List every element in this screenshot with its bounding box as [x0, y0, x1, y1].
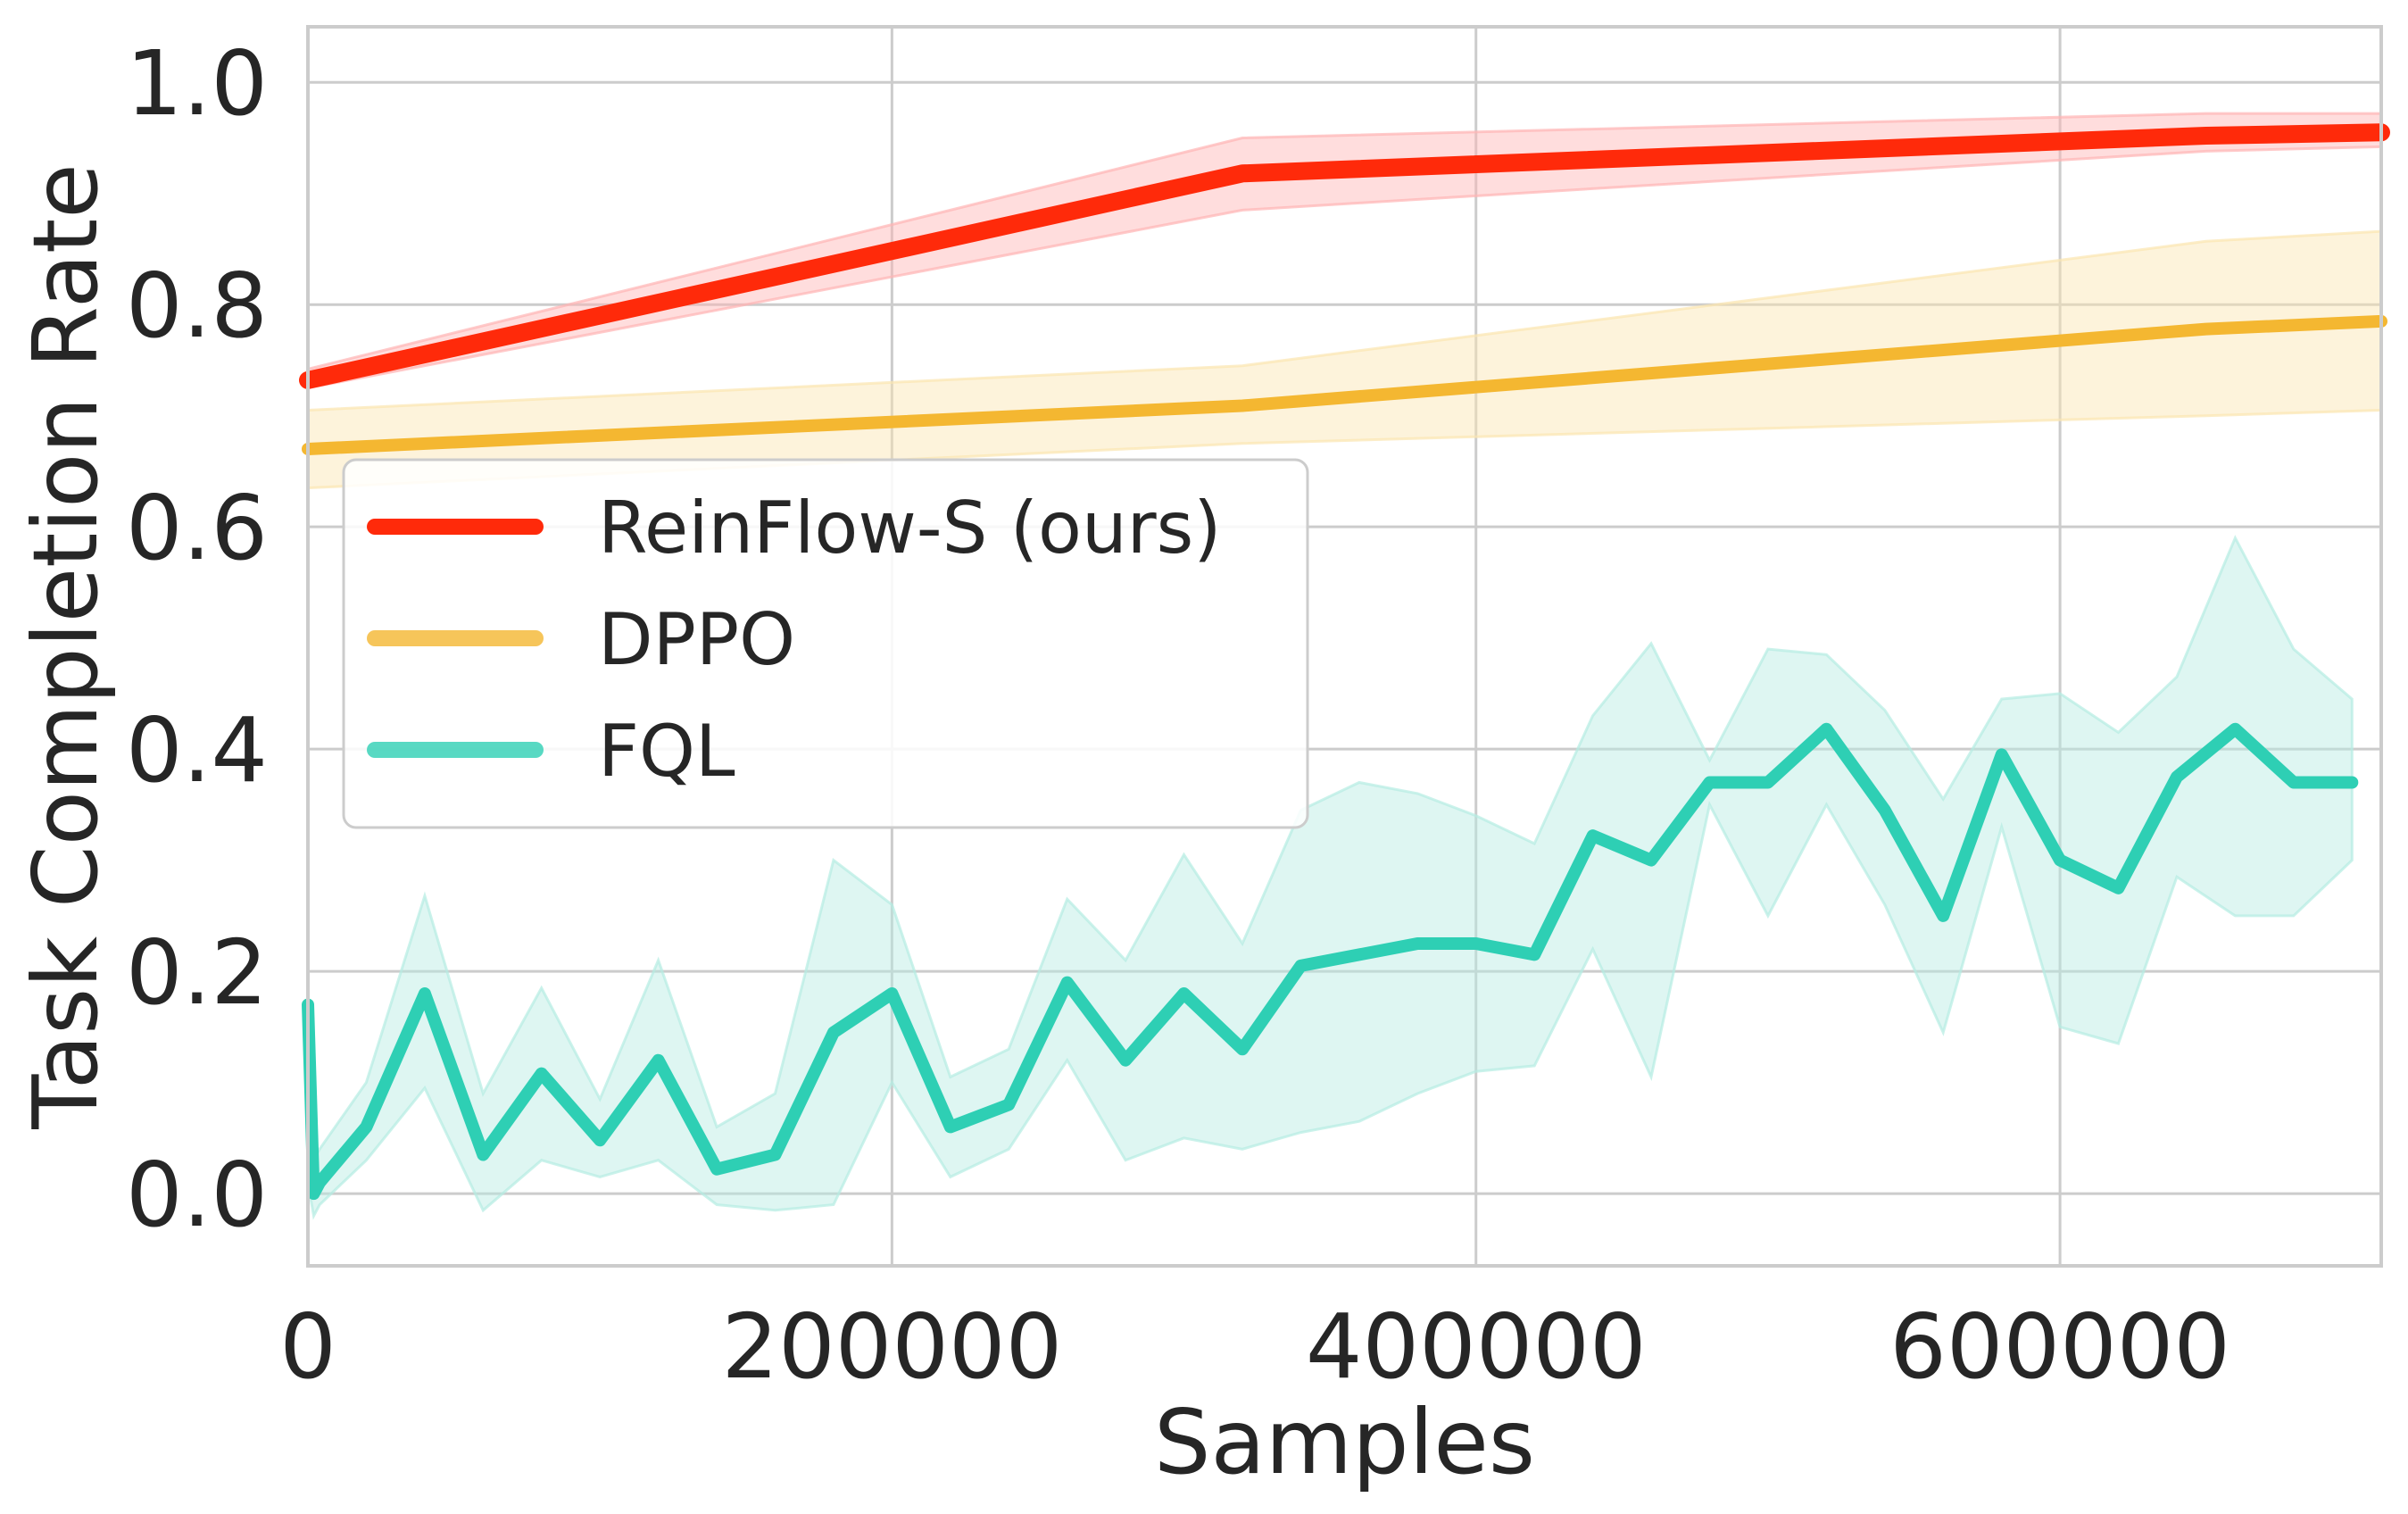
- legend-box: [342, 458, 1309, 829]
- legend-label: FQL: [598, 710, 735, 793]
- confidence-band-2: [306, 535, 2354, 1220]
- x-tick-label: 200000: [721, 1294, 1062, 1399]
- y-tick-label: 0.2: [126, 920, 268, 1025]
- y-tick-label: 0.6: [126, 476, 268, 580]
- plot-frame: [306, 25, 2383, 1268]
- y-axis-title: Task Completion Rate: [13, 163, 118, 1129]
- y-tick-label: 0.4: [126, 698, 268, 803]
- y-tick-label: 0.8: [126, 254, 268, 358]
- series-line-2: [302, 722, 2359, 1201]
- legend-label: DPPO: [598, 598, 795, 681]
- x-tick-label: 600000: [1889, 1294, 2230, 1399]
- tick-labels: 0 200000 400000 600000 0.0 0.2 0.4 0.6 0.8 1.0: [126, 31, 2230, 1399]
- legend-label: ReinFlow-S (ours): [598, 487, 1221, 570]
- x-axis-title: Samples: [1154, 1390, 1535, 1494]
- series-line-1: [302, 314, 2387, 455]
- x-tick-label: 400000: [1306, 1294, 1647, 1399]
- x-tick-label: 0: [279, 1294, 336, 1399]
- series-lines: [299, 123, 2390, 1201]
- y-tick-label: 1.0: [126, 31, 268, 136]
- y-tick-label: 0.0: [126, 1143, 268, 1247]
- series-line-0: [299, 123, 2390, 389]
- legend: ReinFlow-S (ours) DPPO FQL: [342, 458, 1309, 829]
